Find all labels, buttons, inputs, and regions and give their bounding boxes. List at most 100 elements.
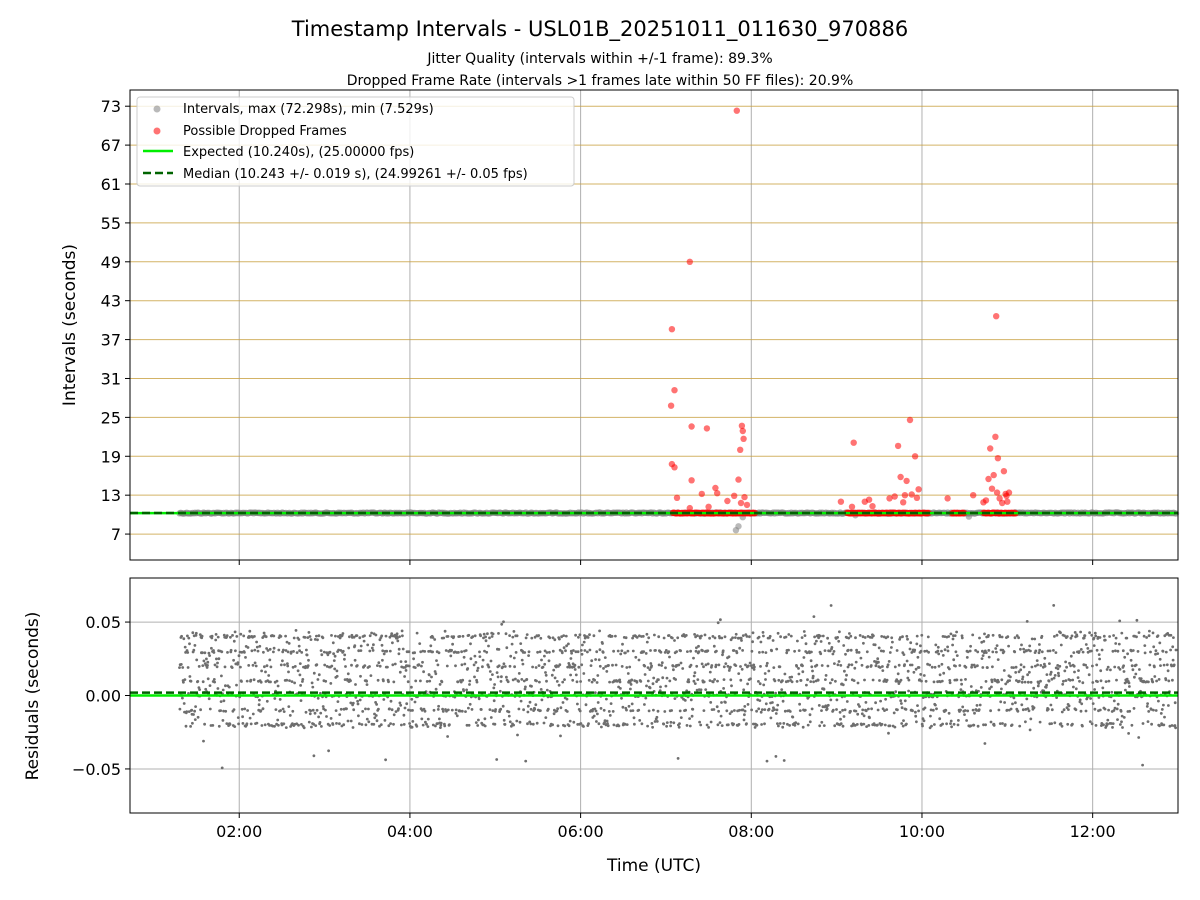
residual-point: [708, 636, 711, 640]
residual-point: [1114, 649, 1117, 653]
residual-point: [186, 651, 190, 654]
residual-point: [303, 636, 307, 639]
residual-point: [489, 659, 493, 663]
residual-point: [1074, 708, 1078, 712]
residual-point: [349, 701, 353, 705]
residual-point: [1081, 724, 1084, 728]
residual-point: [652, 676, 656, 680]
residual-point: [900, 706, 904, 710]
residual-point: [1107, 708, 1110, 712]
residual-point: [485, 650, 489, 654]
residual-point: [286, 664, 290, 668]
residual-point: [743, 713, 746, 717]
residual-point: [1106, 718, 1110, 722]
residual-point: [258, 698, 261, 702]
dropped-frame-point: [894, 442, 902, 450]
residual-point: [537, 634, 541, 637]
residual-point: [351, 726, 355, 729]
residual-point: [801, 725, 805, 729]
residual-point: [484, 635, 487, 639]
residual-point: [518, 720, 522, 724]
residual-point: [426, 717, 430, 721]
residual-point: [679, 661, 683, 665]
residual-point: [750, 666, 754, 669]
residual-point: [255, 721, 259, 725]
residual-point: [1056, 667, 1060, 671]
residual-point: [1153, 665, 1156, 669]
residual-point: [1151, 631, 1155, 635]
residual-point: [287, 642, 291, 645]
residual-point: [348, 635, 351, 639]
residual-point: [326, 653, 330, 657]
residual-point: [861, 708, 865, 712]
residual-point: [561, 701, 565, 704]
residual-point: [230, 666, 234, 669]
residual-point: [986, 666, 989, 669]
residual-point: [592, 714, 596, 718]
residual-point: [907, 689, 910, 693]
residual-point: [1040, 634, 1044, 638]
residual-point: [765, 759, 769, 763]
residual-point: [420, 717, 424, 721]
residual-point: [854, 709, 858, 713]
residual-point: [539, 688, 543, 691]
residual-point: [338, 722, 341, 726]
residual-point: [216, 635, 220, 639]
residual-point: [205, 666, 209, 669]
residual-point: [991, 665, 994, 669]
residual-point: [603, 656, 607, 659]
residual-point: [1033, 637, 1037, 641]
residual-point: [363, 634, 366, 638]
residual-point: [526, 704, 530, 708]
residual-point: [503, 723, 507, 726]
residual-point: [477, 697, 481, 701]
residual-point: [548, 636, 552, 640]
residual-point: [868, 716, 871, 720]
residual-point: [186, 634, 189, 638]
residual-point: [664, 666, 667, 670]
residual-point: [720, 701, 723, 704]
residual-point: [388, 707, 391, 711]
residual-point: [1110, 690, 1114, 694]
legend-marker-dropped: [153, 127, 161, 135]
residual-point: [653, 720, 657, 723]
residual-point: [417, 663, 421, 667]
residual-point: [491, 673, 494, 676]
residual-point: [1000, 678, 1004, 682]
residual-point: [428, 679, 432, 683]
residual-point: [492, 686, 496, 690]
residual-point: [1019, 663, 1023, 667]
residual-point: [796, 722, 800, 726]
residual-point: [509, 654, 513, 658]
residual-point: [590, 659, 594, 663]
residual-point: [643, 673, 647, 676]
residual-point: [1035, 659, 1039, 662]
residual-point: [915, 642, 919, 646]
residual-point: [1079, 709, 1083, 713]
residual-point: [376, 664, 379, 667]
residual-point: [974, 689, 978, 692]
residual-point: [508, 720, 512, 724]
residual-point: [293, 681, 296, 685]
residual-point: [1059, 643, 1063, 647]
residual-point: [847, 663, 851, 667]
residual-point: [726, 723, 730, 727]
residual-point: [441, 707, 444, 711]
residual-point: [401, 634, 404, 638]
residual-point: [1131, 668, 1135, 672]
residual-point: [937, 652, 941, 656]
residual-point: [863, 636, 867, 639]
residual-point: [398, 701, 402, 705]
residual-point: [1167, 679, 1171, 683]
residual-point: [1115, 678, 1118, 682]
residual-point: [461, 678, 465, 682]
residual-point: [813, 635, 816, 639]
residual-point: [698, 720, 701, 724]
residual-point: [924, 679, 928, 683]
residual-point: [483, 649, 486, 653]
residual-point: [607, 710, 611, 713]
residual-point: [769, 716, 773, 720]
residual-point: [767, 707, 771, 711]
residual-point: [830, 678, 834, 682]
residual-point: [535, 721, 539, 725]
